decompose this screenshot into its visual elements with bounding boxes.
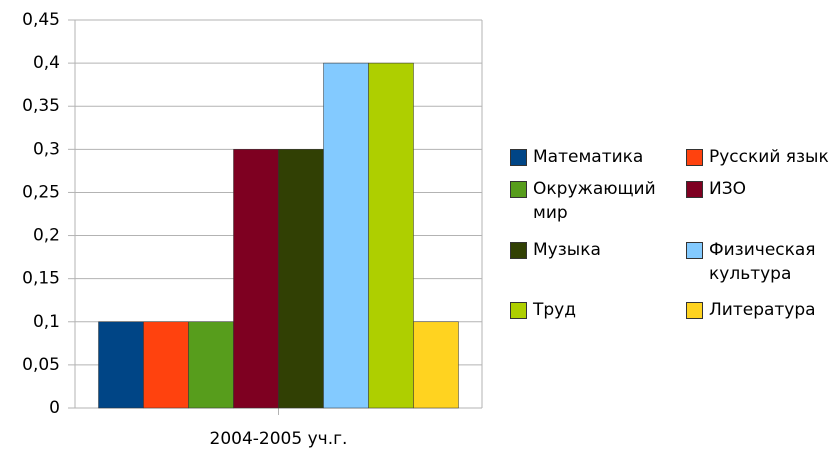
bar [98, 321, 144, 409]
legend-label: Математика [533, 147, 644, 167]
y-tick-label: 0,45 [22, 10, 60, 30]
legend-label: Физическая культура [709, 240, 816, 284]
legend-label: Окружающий мир [533, 179, 656, 223]
legend-swatch [686, 149, 703, 166]
bar [188, 321, 234, 409]
bar [323, 62, 369, 409]
y-tick-label: 0,15 [22, 269, 60, 289]
y-tick-label: 0,05 [22, 355, 60, 375]
legend-item: Физическая культура [686, 238, 836, 286]
y-tick-label: 0,25 [22, 182, 60, 202]
legend-swatch [510, 149, 527, 166]
legend-item: Окружающий мир [510, 177, 675, 225]
legend-label: Литература [709, 300, 816, 320]
legend-item: Литература [686, 298, 836, 322]
legend-swatch [510, 302, 527, 319]
legend-label: Труд [533, 300, 576, 320]
y-tick-label: 0,4 [33, 53, 60, 73]
y-tick-label: 0,35 [22, 96, 60, 116]
y-tick-label: 0 [49, 398, 60, 418]
legend-item: Музыка [510, 238, 675, 262]
y-tick-label: 0,3 [33, 139, 60, 159]
legend-item: Математика [510, 145, 675, 169]
bar [278, 149, 324, 409]
legend-swatch [686, 181, 703, 198]
legend-label: ИЗО [709, 179, 746, 199]
bar [233, 149, 279, 409]
legend-swatch [510, 181, 527, 198]
legend-swatch [510, 242, 527, 259]
bar [413, 321, 459, 409]
legend-label: Русский язык [709, 147, 829, 167]
legend-label: Музыка [533, 240, 601, 260]
y-tick-label: 0,1 [33, 312, 60, 332]
y-tick-label: 0,2 [33, 226, 60, 246]
legend-swatch [686, 302, 703, 319]
legend-item: Русский язык [686, 145, 836, 169]
x-tick-label: 2004-2005 уч.г. [210, 429, 348, 449]
bar [143, 321, 189, 409]
bar [368, 62, 414, 409]
legend-item: ИЗО [686, 177, 836, 201]
legend-item: Труд [510, 298, 675, 322]
legend-swatch [686, 242, 703, 259]
